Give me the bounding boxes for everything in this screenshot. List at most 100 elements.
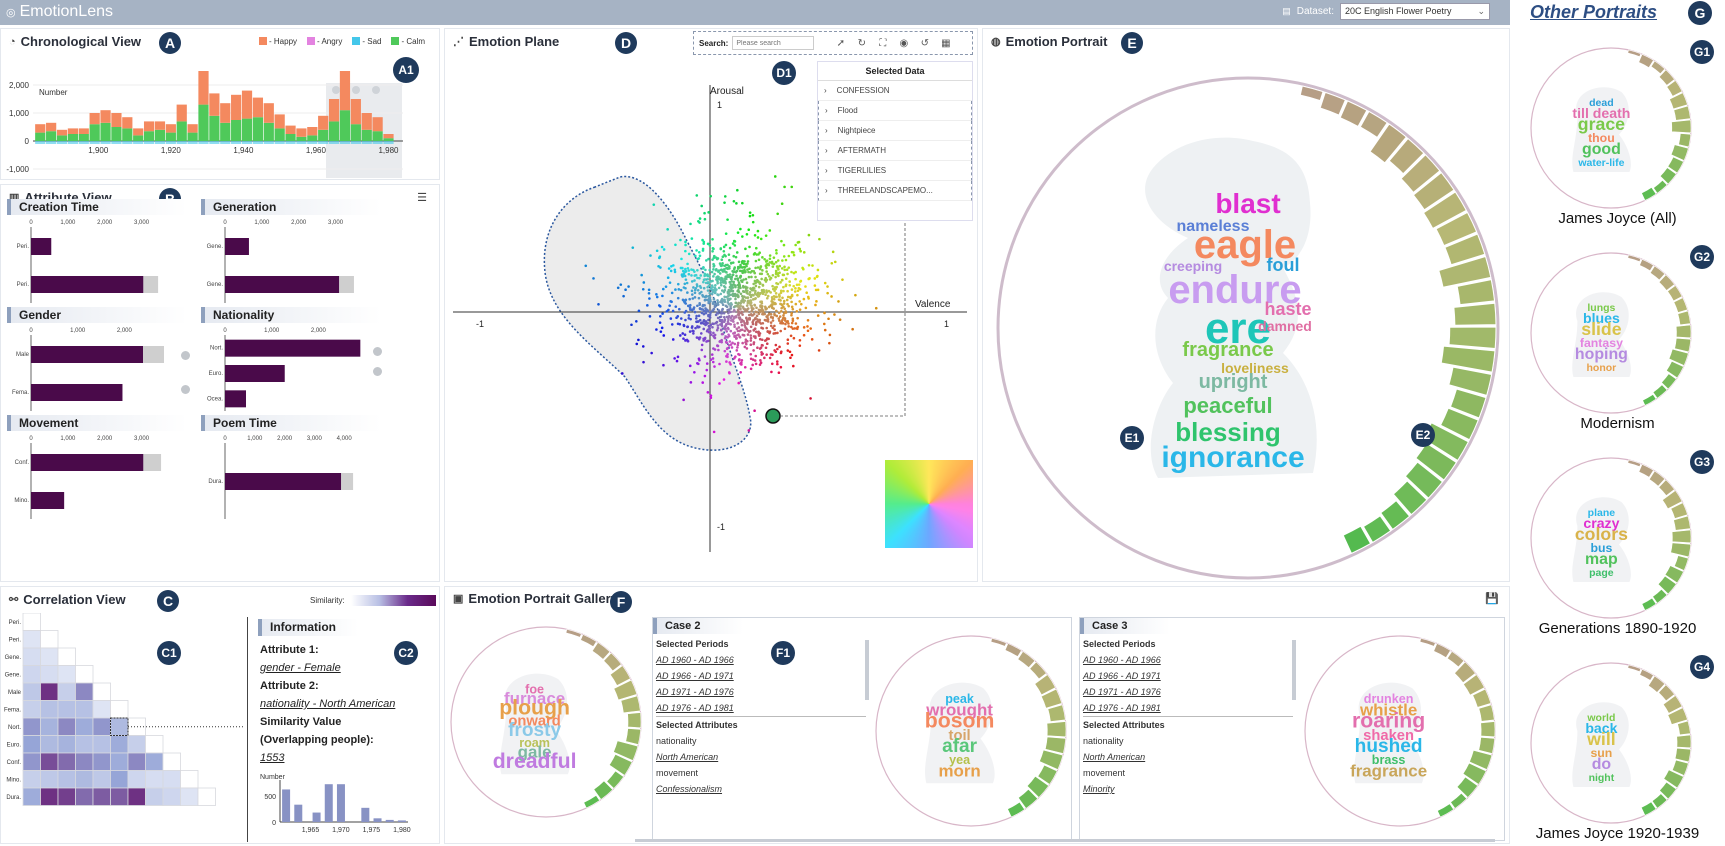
chrono-bar-sad[interactable] xyxy=(220,141,231,144)
portrait-arc[interactable] xyxy=(1380,499,1411,531)
portrait-word[interactable]: fragrance xyxy=(1182,339,1273,361)
attr-bar[interactable] xyxy=(225,339,361,357)
attr-bar[interactable] xyxy=(31,384,123,401)
other-portrait-item[interactable]: dead till death grace thou good water-life G1 J… xyxy=(1515,40,1720,240)
chrono-bar-happy[interactable] xyxy=(296,128,307,137)
chrono-bar-happy[interactable] xyxy=(198,71,209,105)
portrait-arc[interactable] xyxy=(1319,91,1347,116)
chrono-bar-calm[interactable] xyxy=(165,132,176,141)
chrono-bar-happy[interactable] xyxy=(318,115,329,130)
chrono-bar-happy[interactable] xyxy=(89,113,100,125)
chrono-bar-happy[interactable] xyxy=(154,121,166,130)
portrait-word[interactable]: eagle xyxy=(1194,223,1296,267)
other-portrait-item[interactable]: plane crazy colors bus map page G3 Generations … xyxy=(1515,450,1720,650)
case-3-attr-1-value[interactable]: North American xyxy=(1083,752,1146,762)
chrono-bar-sad[interactable] xyxy=(56,141,68,144)
portrait-arc[interactable] xyxy=(613,740,639,761)
corr-cell[interactable] xyxy=(145,787,164,806)
zoom-icon[interactable]: ⛶ xyxy=(879,37,887,49)
chrono-bar-happy[interactable] xyxy=(78,128,89,134)
corr-cell[interactable] xyxy=(22,752,41,771)
portrait-arc[interactable] xyxy=(1661,373,1677,390)
chrono-bar-happy[interactable] xyxy=(46,122,57,132)
corr-cell[interactable] xyxy=(22,613,41,631)
chrono-bar-sad[interactable] xyxy=(274,141,285,144)
chrono-bar-happy[interactable] xyxy=(111,113,122,127)
portrait-arc[interactable] xyxy=(606,770,625,789)
portrait-arc[interactable] xyxy=(1674,747,1692,763)
portrait-arc[interactable] xyxy=(1674,337,1692,353)
chrono-bar-sad[interactable] xyxy=(307,141,318,144)
portrait-arc[interactable] xyxy=(1039,749,1064,770)
corr-cell[interactable] xyxy=(40,717,59,736)
portrait-arc[interactable] xyxy=(580,634,597,648)
gallery-portrait-3[interactable]: drunkenwhistleroaringshakenhushedbrassfr… xyxy=(1302,626,1498,836)
portrait-arc[interactable] xyxy=(1438,255,1492,288)
hist-bar[interactable] xyxy=(336,784,345,822)
corr-cell[interactable] xyxy=(57,682,76,701)
attr-bar[interactable] xyxy=(31,346,143,363)
chrono-bar-happy[interactable] xyxy=(241,90,253,119)
chrono-bar-calm[interactable] xyxy=(350,124,361,141)
corr-cell[interactable] xyxy=(40,752,59,771)
corr-cell[interactable] xyxy=(22,700,41,719)
case-3-period-4[interactable]: AD 1976 - AD 1981 xyxy=(1083,703,1161,713)
attr-bar[interactable] xyxy=(225,365,285,382)
corr-cell[interactable] xyxy=(75,682,94,701)
chrono-bar-happy[interactable] xyxy=(143,121,155,132)
portrait-arc[interactable] xyxy=(1044,736,1067,754)
portrait-arc[interactable] xyxy=(1658,69,1675,86)
chrono-bar-happy[interactable] xyxy=(100,110,111,123)
chrono-bar-happy[interactable] xyxy=(274,114,285,129)
case-2-attr-1-value[interactable]: North American xyxy=(656,752,719,762)
chrono-bar-sad[interactable] xyxy=(46,141,57,144)
corr-cell[interactable] xyxy=(145,770,164,789)
portrait-arc[interactable] xyxy=(1670,502,1688,519)
selected-data-item[interactable]: › THREELANDSCAPEMO... xyxy=(818,181,972,201)
portrait-arc[interactable] xyxy=(1369,123,1407,164)
selected-data-item[interactable]: › CONFESSION xyxy=(818,81,972,101)
portrait-arc[interactable] xyxy=(1472,688,1492,708)
portrait-arc[interactable] xyxy=(1641,186,1657,201)
pointer-icon[interactable]: ➚ xyxy=(836,37,846,49)
corr-cell[interactable] xyxy=(75,770,94,789)
portrait-arc[interactable] xyxy=(1433,643,1451,658)
chrono-bar-sad[interactable] xyxy=(89,141,100,144)
chrono-bar-calm[interactable] xyxy=(209,115,220,141)
portrait-arc[interactable] xyxy=(1046,721,1067,738)
chrono-bar-happy[interactable] xyxy=(263,103,274,123)
chrono-bar-calm[interactable] xyxy=(274,128,285,141)
portrait-arc[interactable] xyxy=(1642,393,1657,406)
corr-cell[interactable] xyxy=(92,770,111,789)
chrono-bar-calm[interactable] xyxy=(263,122,274,141)
corr-cell[interactable] xyxy=(22,630,41,649)
portrait-word[interactable]: peaceful xyxy=(1183,393,1272,418)
corr-cell[interactable] xyxy=(75,700,94,719)
corr-cell[interactable] xyxy=(145,752,164,771)
attr-bar[interactable] xyxy=(31,276,144,293)
chrono-bar-calm[interactable] xyxy=(154,129,166,141)
corr-cell[interactable] xyxy=(180,770,199,789)
attr-bar[interactable] xyxy=(31,238,52,255)
chrono-bar-sad[interactable] xyxy=(67,141,79,144)
portrait-arc[interactable] xyxy=(1362,515,1392,544)
hist-bar[interactable] xyxy=(282,789,291,822)
corr-cell[interactable] xyxy=(197,787,216,806)
corr-cell[interactable] xyxy=(40,630,59,649)
legend-calm[interactable]: - Calm xyxy=(391,37,425,46)
portrait-arc[interactable] xyxy=(1650,60,1666,75)
portrait-arc[interactable] xyxy=(1454,661,1476,684)
case-2-period-1[interactable]: AD 1960 - AD 1966 xyxy=(656,655,734,665)
corr-cell[interactable] xyxy=(75,752,94,771)
corr-cell[interactable] xyxy=(92,735,111,754)
portrait-arc[interactable] xyxy=(1004,643,1022,658)
portrait-arc[interactable] xyxy=(1678,133,1692,148)
chrono-bar-happy[interactable] xyxy=(165,124,176,133)
portrait-arc[interactable] xyxy=(1675,324,1692,339)
chrono-bar-sad[interactable] xyxy=(100,141,111,144)
chrono-bar-happy[interactable] xyxy=(122,117,133,129)
portrait-arc[interactable] xyxy=(1651,793,1668,809)
chrono-bar-sad[interactable] xyxy=(35,141,46,144)
portrait-arc[interactable] xyxy=(1034,674,1056,696)
chrono-bar-calm[interactable] xyxy=(252,117,264,141)
